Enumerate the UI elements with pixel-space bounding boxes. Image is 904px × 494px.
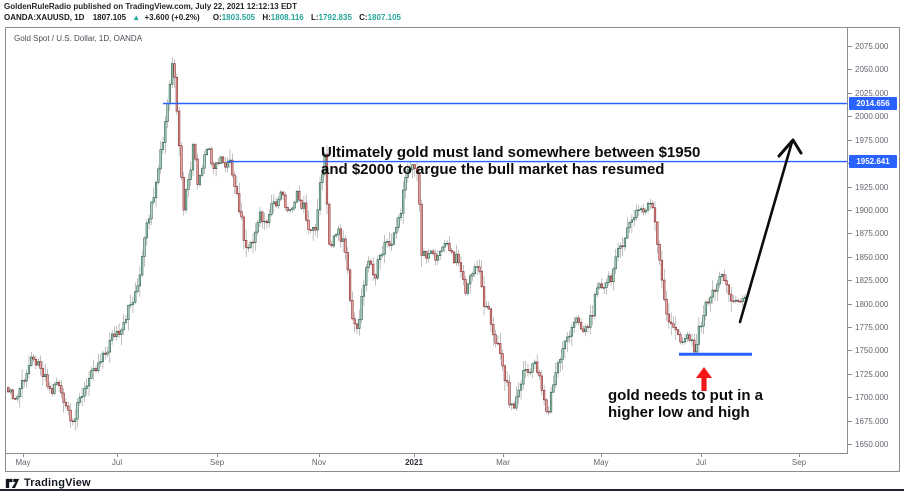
tick-mark [848,186,852,188]
tick-mark [848,256,852,258]
tick-mark [848,69,852,71]
chart-frame: Gold Spot / U.S. Dollar, 1D, OANDA Ultim… [5,27,900,472]
tick-mark [848,139,852,141]
time-tick-label: May [583,454,619,467]
last-price: 1807.105 [92,13,127,22]
tick-mark [117,454,118,457]
tick-mark [848,92,852,94]
chart-title: Gold Spot / U.S. Dollar, 1D, OANDA [14,34,143,43]
tick-mark [503,454,504,457]
time-tick-label: Mar [485,454,521,467]
brand-name: TradingView [24,477,91,489]
price-level-tag[interactable]: 1952.641 [849,155,897,169]
change-arrow-icon: ▲ [132,13,141,22]
annotation-bull-market-text[interactable]: Ultimately gold must land somewhere betw… [321,144,700,178]
tick-mark [601,454,602,457]
candlestick-chart[interactable] [6,28,847,453]
high-value: 1808.116 [270,13,304,22]
tick-mark [848,46,852,47]
tick-mark [848,420,852,422]
chart-plot-area[interactable]: Gold Spot / U.S. Dollar, 1D, OANDA Ultim… [6,28,848,454]
tick-mark [848,373,852,375]
tick-mark [848,444,852,445]
low-label: L: [310,13,319,22]
annotation-line: and $2000 to argue the bull market has r… [321,161,665,178]
tick-mark [848,209,852,211]
tick-mark [848,116,852,118]
tick-mark [848,350,852,352]
tick-mark [848,397,852,399]
open-value: 1803.505 [221,13,256,22]
symbol-info-line: OANDA:XAUUSD, 1D 1807.105 ▲ +3.600 (+0.2… [4,13,401,22]
open-label: O: [212,13,222,22]
tick-mark [848,303,852,305]
published-info-line: GoldenRuleRadio published on TradingView… [4,2,297,11]
price-axis[interactable]: 1650.000 1675.000 1700.000 1725.000 1750.000… [848,28,899,453]
bottom-rule [0,489,904,491]
close-value: 1807.105 [367,13,401,22]
annotation-higher-low-text[interactable]: gold needs to put in a higher low and hi… [608,387,763,421]
time-tick-label: May [5,454,41,467]
tradingview-logo-icon [5,478,20,488]
time-axis[interactable]: May Jul Sep Nov 2021 Mar May Jul Sep [6,454,847,471]
tick-mark [701,454,702,457]
tick-mark [414,454,415,457]
time-tick-label: 2021 [396,454,432,467]
annotation-line: higher low and high [608,404,750,421]
annotation-line: Ultimately gold must land somewhere betw… [321,144,701,161]
time-tick-label: Sep [199,454,235,467]
high-label: H: [262,13,271,22]
tick-mark [848,233,852,235]
annotation-line: gold needs to put in a [608,387,763,404]
time-tick-label: Jul [683,454,719,467]
footer-branding: TradingView [5,476,91,490]
price-change: +3.600 (+0.2%) [144,13,200,22]
symbol-name[interactable]: OANDA:XAUUSD, 1D [4,13,85,22]
price-level-tag[interactable]: 2014.656 [849,97,897,110]
tick-mark [848,326,852,328]
tick-mark [848,280,852,282]
tick-mark [23,454,24,457]
time-tick-label: Nov [301,454,337,467]
time-tick-label: Sep [781,454,817,467]
tick-mark [217,454,218,457]
tick-mark [319,454,320,457]
low-value: 1792.835 [318,13,352,22]
time-tick-label: Jul [99,454,135,467]
tick-mark [799,454,800,457]
close-label: C: [359,13,368,22]
